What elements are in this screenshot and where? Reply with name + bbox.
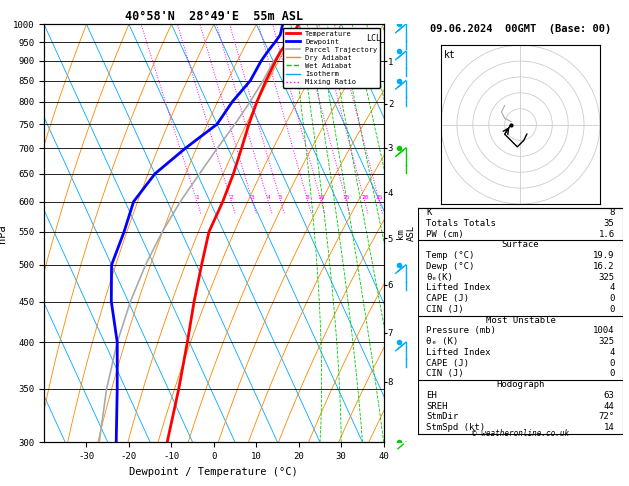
Text: 8: 8	[306, 194, 310, 200]
Text: θₑ(K): θₑ(K)	[426, 273, 454, 282]
Text: 72°: 72°	[598, 413, 615, 421]
Title: 40°58'N  28°49'E  55m ASL: 40°58'N 28°49'E 55m ASL	[125, 10, 303, 23]
Text: 19.9: 19.9	[593, 251, 615, 260]
Text: 63: 63	[604, 391, 615, 400]
Text: 35: 35	[604, 219, 615, 228]
Text: CAPE (J): CAPE (J)	[426, 294, 469, 303]
Text: 325: 325	[598, 337, 615, 346]
Text: LCL: LCL	[367, 34, 382, 43]
Text: CIN (J): CIN (J)	[426, 369, 464, 379]
Legend: Temperature, Dewpoint, Parcel Trajectory, Dry Adiabat, Wet Adiabat, Isotherm, Mi: Temperature, Dewpoint, Parcel Trajectory…	[283, 28, 380, 88]
Text: 1: 1	[195, 194, 199, 200]
Text: Surface: Surface	[502, 241, 539, 249]
Text: 0: 0	[609, 369, 615, 379]
Text: 5: 5	[279, 194, 282, 200]
Text: 16.2: 16.2	[593, 262, 615, 271]
Text: 4: 4	[267, 194, 270, 200]
Text: θₑ (K): θₑ (K)	[426, 337, 459, 346]
Text: 4: 4	[609, 348, 615, 357]
Text: CIN (J): CIN (J)	[426, 305, 464, 314]
X-axis label: Dewpoint / Temperature (°C): Dewpoint / Temperature (°C)	[130, 467, 298, 477]
Text: Lifted Index: Lifted Index	[426, 283, 491, 293]
Text: SREH: SREH	[426, 401, 448, 411]
Text: Lifted Index: Lifted Index	[426, 348, 491, 357]
Text: © weatheronline.co.uk: © weatheronline.co.uk	[472, 429, 569, 438]
Text: StmSpd (kt): StmSpd (kt)	[426, 423, 486, 432]
Text: 20: 20	[361, 194, 369, 200]
Text: 4: 4	[609, 283, 615, 293]
Text: 3: 3	[251, 194, 255, 200]
Y-axis label: km
ASL: km ASL	[396, 225, 415, 242]
Text: 25: 25	[376, 194, 383, 200]
Text: 09.06.2024  00GMT  (Base: 00): 09.06.2024 00GMT (Base: 00)	[430, 24, 611, 35]
Text: Most Unstable: Most Unstable	[486, 316, 555, 325]
Text: 0: 0	[609, 294, 615, 303]
Text: kt: kt	[444, 50, 456, 60]
Text: StmDir: StmDir	[426, 413, 459, 421]
Text: 0: 0	[609, 305, 615, 314]
Y-axis label: hPa: hPa	[0, 224, 8, 243]
Text: 44: 44	[604, 401, 615, 411]
Text: EH: EH	[426, 391, 437, 400]
Text: 2: 2	[230, 194, 233, 200]
Text: Dewp (°C): Dewp (°C)	[426, 262, 475, 271]
Text: PW (cm): PW (cm)	[426, 230, 464, 239]
Text: Temp (°C): Temp (°C)	[426, 251, 475, 260]
Text: 0: 0	[609, 359, 615, 368]
Text: 10: 10	[318, 194, 325, 200]
Text: 1004: 1004	[593, 327, 615, 335]
Text: 14: 14	[604, 423, 615, 432]
Text: 15: 15	[343, 194, 350, 200]
Text: K: K	[426, 208, 432, 217]
Text: Pressure (mb): Pressure (mb)	[426, 327, 496, 335]
Text: 1.6: 1.6	[598, 230, 615, 239]
Text: Hodograph: Hodograph	[496, 380, 545, 389]
Text: CAPE (J): CAPE (J)	[426, 359, 469, 368]
Text: 325: 325	[598, 273, 615, 282]
Text: Totals Totals: Totals Totals	[426, 219, 496, 228]
Text: 8: 8	[609, 208, 615, 217]
